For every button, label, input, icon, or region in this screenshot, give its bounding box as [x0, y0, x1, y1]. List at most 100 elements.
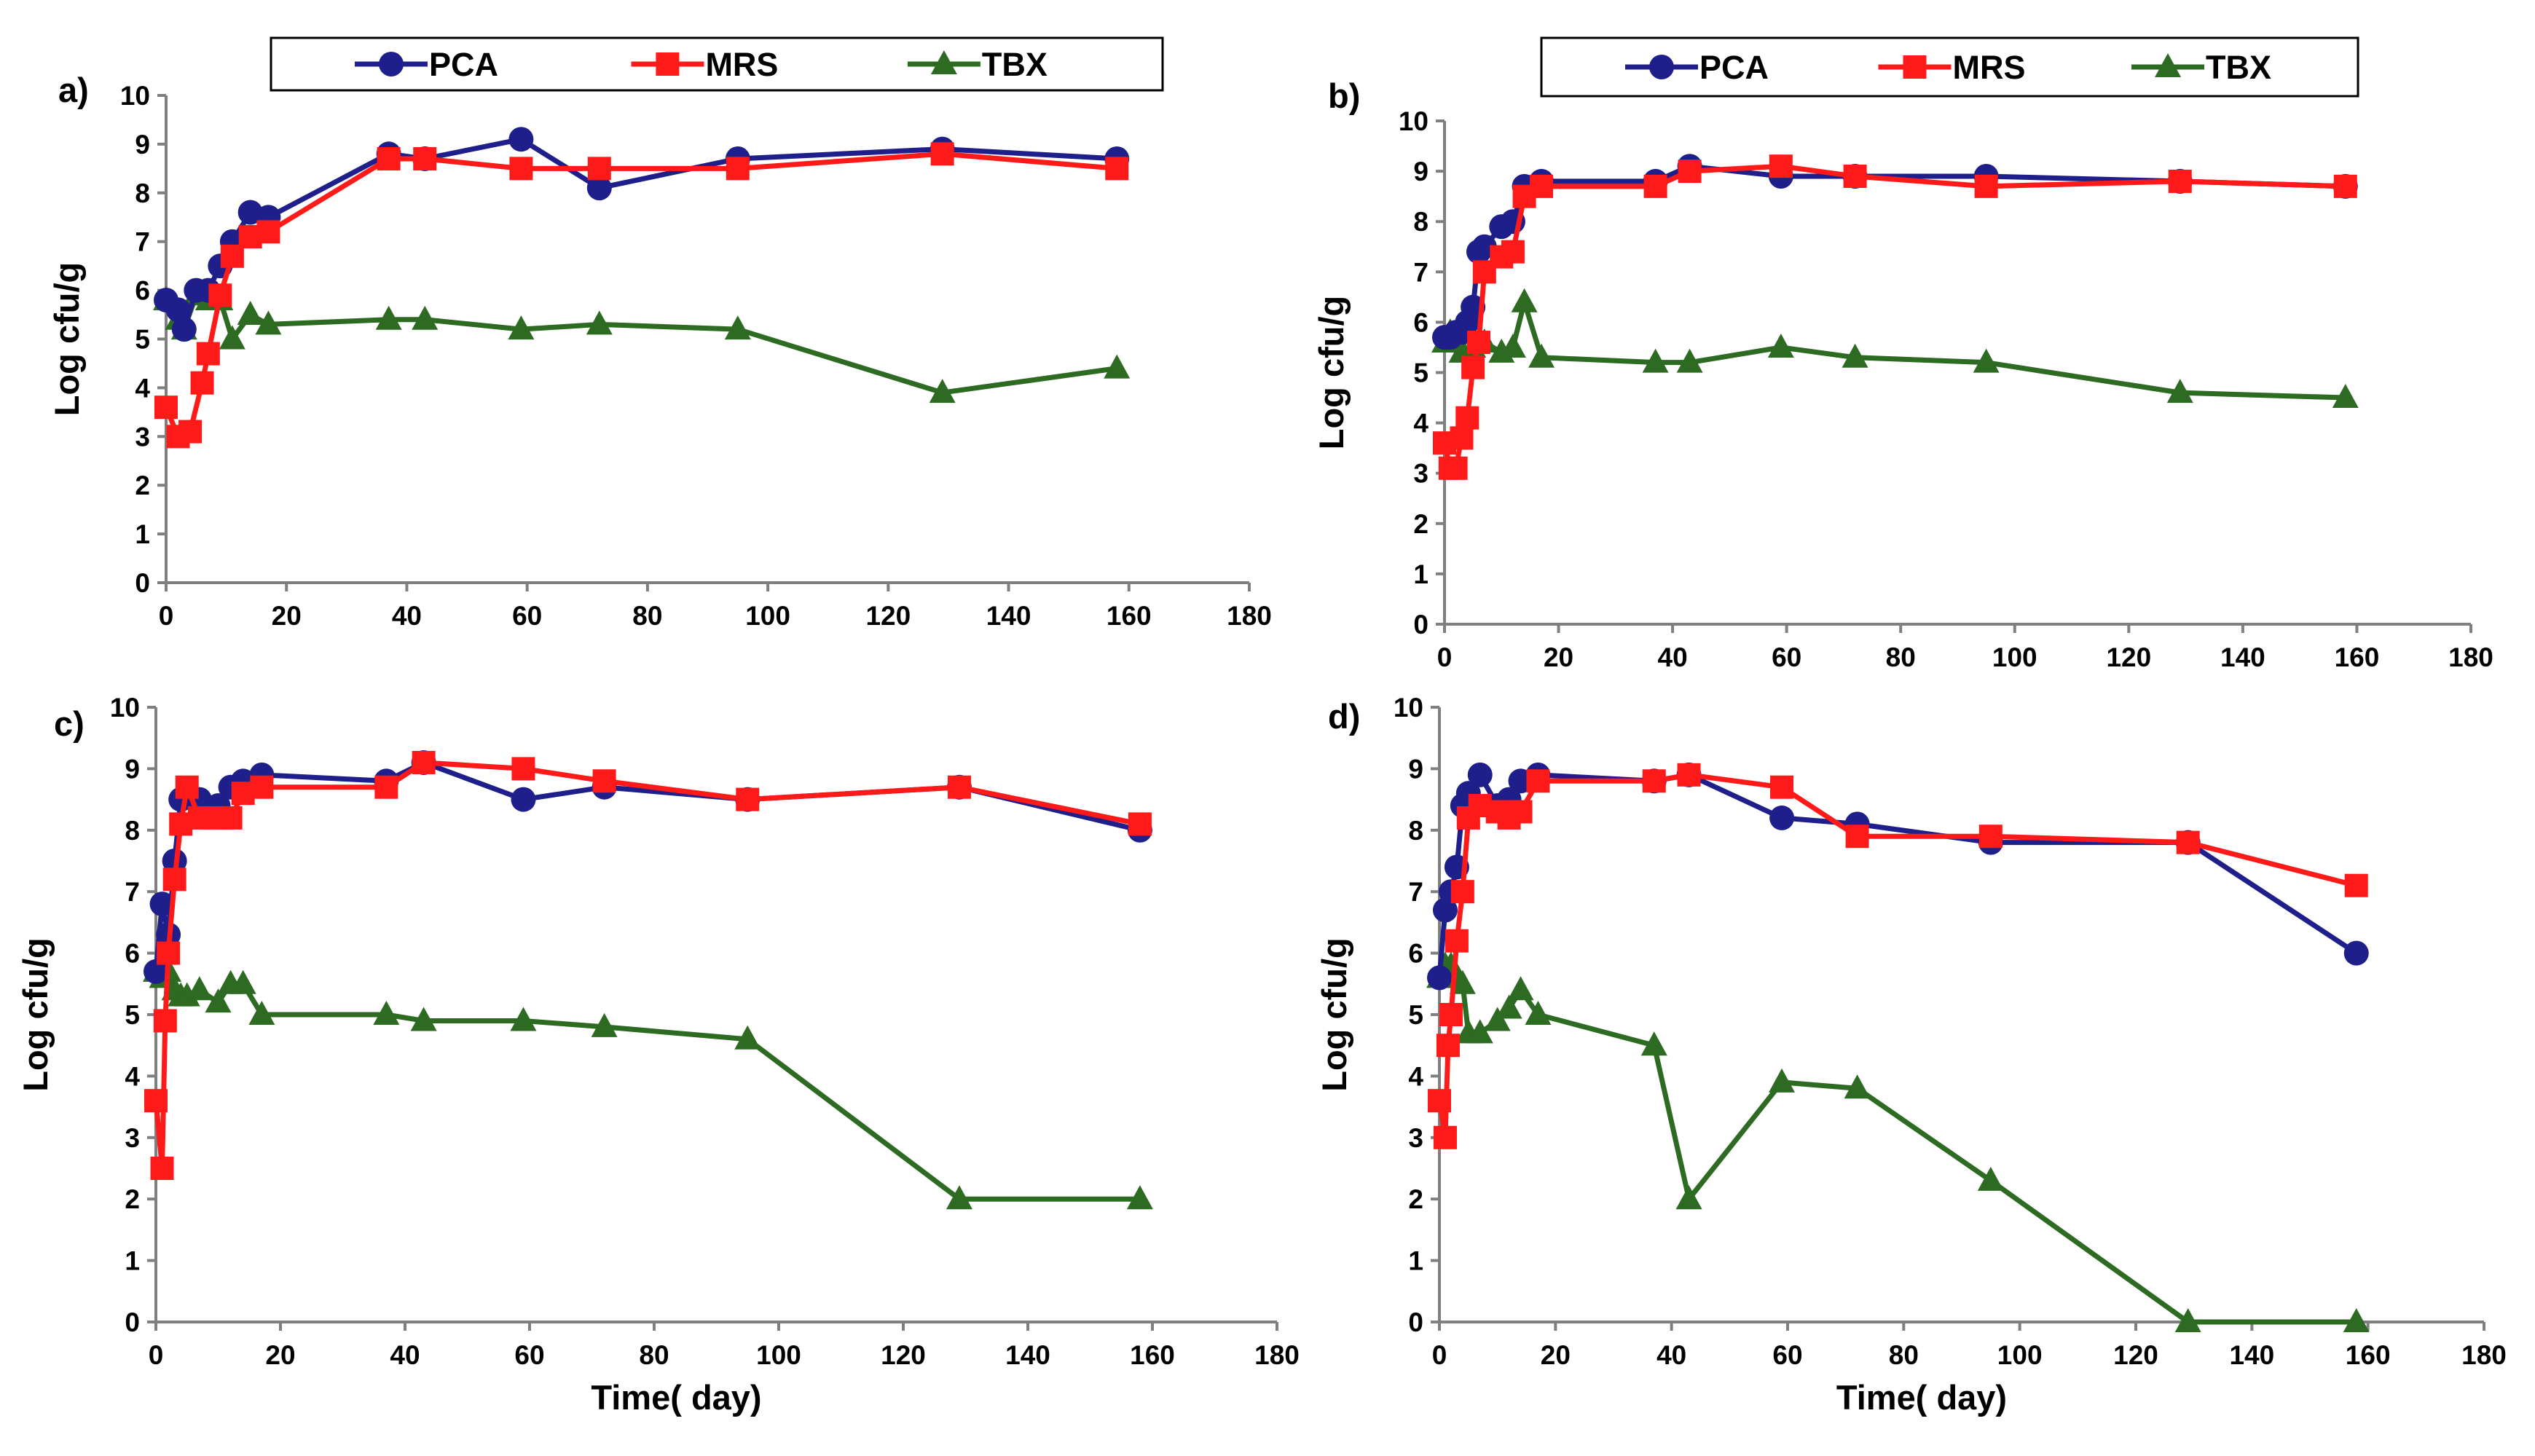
- y-tick-label: 0: [1408, 1307, 1423, 1337]
- y-tick-label: 0: [135, 568, 150, 598]
- data-point-mrs: [219, 806, 243, 830]
- x-tick-label: 140: [2220, 642, 2265, 672]
- data-point-mrs: [1444, 456, 1468, 480]
- x-tick-label: 100: [745, 601, 790, 631]
- data-point-mrs: [2176, 830, 2200, 854]
- data-point-pca: [149, 892, 175, 917]
- x-tick-label: 80: [632, 601, 662, 631]
- data-point-mrs: [374, 775, 398, 799]
- series-line-pca: [1436, 772, 2358, 978]
- data-point-tbx: [186, 976, 213, 1001]
- data-point-pca: [1427, 965, 1452, 991]
- data-point-mrs: [2168, 169, 2192, 193]
- y-tick-label: 5: [135, 325, 150, 355]
- legend-label-mrs: MRS: [705, 46, 778, 83]
- data-point-tbx: [255, 310, 282, 335]
- data-point-tbx: [1767, 333, 1794, 358]
- y-tick-label: 6: [125, 939, 140, 969]
- data-point-mrs: [736, 787, 760, 811]
- y-tick-label: 1: [1408, 1246, 1423, 1276]
- series-mrs: [154, 142, 1129, 449]
- data-point-tbx: [1676, 348, 1703, 373]
- data-point-tbx: [229, 969, 256, 994]
- series-mrs: [144, 750, 1152, 1180]
- x-tick-label: 20: [272, 601, 302, 631]
- data-point-mrs: [1428, 1089, 1451, 1113]
- y-tick-label: 5: [125, 1000, 140, 1030]
- data-point-tbx: [173, 982, 200, 1007]
- legend-marker-pca: [1649, 55, 1674, 79]
- data-point-mrs: [144, 1089, 168, 1113]
- y-tick-label: 3: [1408, 1123, 1423, 1153]
- data-point-tbx: [946, 1185, 972, 1210]
- x-tick-label: 0: [159, 601, 174, 631]
- y-tick-label: 6: [135, 276, 150, 306]
- data-point-tbx: [510, 1007, 537, 1031]
- y-tick-label: 4: [135, 373, 150, 403]
- data-point-mrs: [726, 157, 750, 181]
- x-tick-label: 40: [1658, 642, 1688, 672]
- data-point-tbx: [2166, 379, 2193, 404]
- x-tick-label: 40: [392, 601, 422, 631]
- legend: PCA MRS TBX: [270, 36, 1164, 92]
- series-line-tbx: [164, 292, 1117, 396]
- x-tick-label: 160: [2335, 642, 2380, 672]
- legend-marker-pca: [379, 52, 404, 76]
- x-tick-label: 20: [1544, 642, 1573, 672]
- data-point-tbx: [248, 1001, 275, 1025]
- y-tick-label: 3: [1413, 459, 1428, 489]
- x-tick-label: 160: [1130, 1340, 1175, 1370]
- y-tick-label: 9: [135, 130, 150, 160]
- legend-label-tbx: TBX: [982, 46, 1048, 83]
- x-tick-label: 120: [865, 601, 911, 631]
- x-tick-label: 180: [1227, 601, 1272, 631]
- series-line-mrs: [153, 760, 1141, 1171]
- data-point-tbx: [1642, 348, 1669, 373]
- data-point-mrs: [1445, 929, 1469, 953]
- data-point-mrs: [196, 342, 220, 366]
- y-tick-label: 4: [1408, 1061, 1423, 1091]
- series-mrs: [1428, 763, 2368, 1149]
- x-tick-label: 100: [1992, 642, 2037, 672]
- legend-marker-mrs: [656, 52, 680, 76]
- y-tick-label: 9: [1413, 157, 1428, 186]
- data-point-tbx: [724, 315, 751, 340]
- data-point-tbx: [1104, 354, 1131, 379]
- y-tick-label: 0: [125, 1307, 140, 1337]
- y-tick-label: 6: [1408, 939, 1423, 969]
- legend-label-mrs: MRS: [1953, 49, 2026, 86]
- x-tick-label: 180: [1254, 1340, 1300, 1370]
- data-point-tbx: [1511, 288, 1538, 312]
- data-point-mrs: [2344, 873, 2368, 897]
- data-point-tbx: [1126, 1185, 1153, 1210]
- series-line-tbx: [1442, 299, 2346, 401]
- series-pca: [154, 127, 1130, 342]
- data-point-pca: [171, 317, 197, 342]
- x-tick-label: 80: [1886, 642, 1916, 672]
- y-tick-label: 1: [125, 1246, 140, 1276]
- data-point-mrs: [1461, 355, 1485, 379]
- series-tbx: [143, 957, 1153, 1210]
- legend-label-pca: PCA: [429, 46, 498, 83]
- y-tick-label: 6: [1413, 307, 1428, 337]
- data-point-mrs: [154, 396, 178, 420]
- x-tick-label: 0: [1432, 1340, 1447, 1370]
- data-point-mrs: [1466, 331, 1490, 355]
- data-point-mrs: [150, 1157, 174, 1180]
- data-point-mrs: [1642, 769, 1666, 793]
- x-tick-label: 140: [2229, 1340, 2274, 1370]
- x-tick-label: 100: [1997, 1340, 2043, 1370]
- panel-label: c): [54, 704, 84, 743]
- data-point-tbx: [508, 315, 535, 340]
- y-tick-label: 2: [1413, 509, 1428, 539]
- panel-label: b): [1328, 76, 1360, 115]
- data-point-mrs: [511, 757, 535, 781]
- data-point-tbx: [219, 325, 245, 350]
- data-point-tbx: [410, 1007, 437, 1031]
- data-point-mrs: [190, 371, 214, 395]
- legend-marker-tbx: [930, 50, 957, 74]
- data-point-tbx: [373, 1001, 400, 1025]
- data-point-mrs: [1105, 157, 1129, 181]
